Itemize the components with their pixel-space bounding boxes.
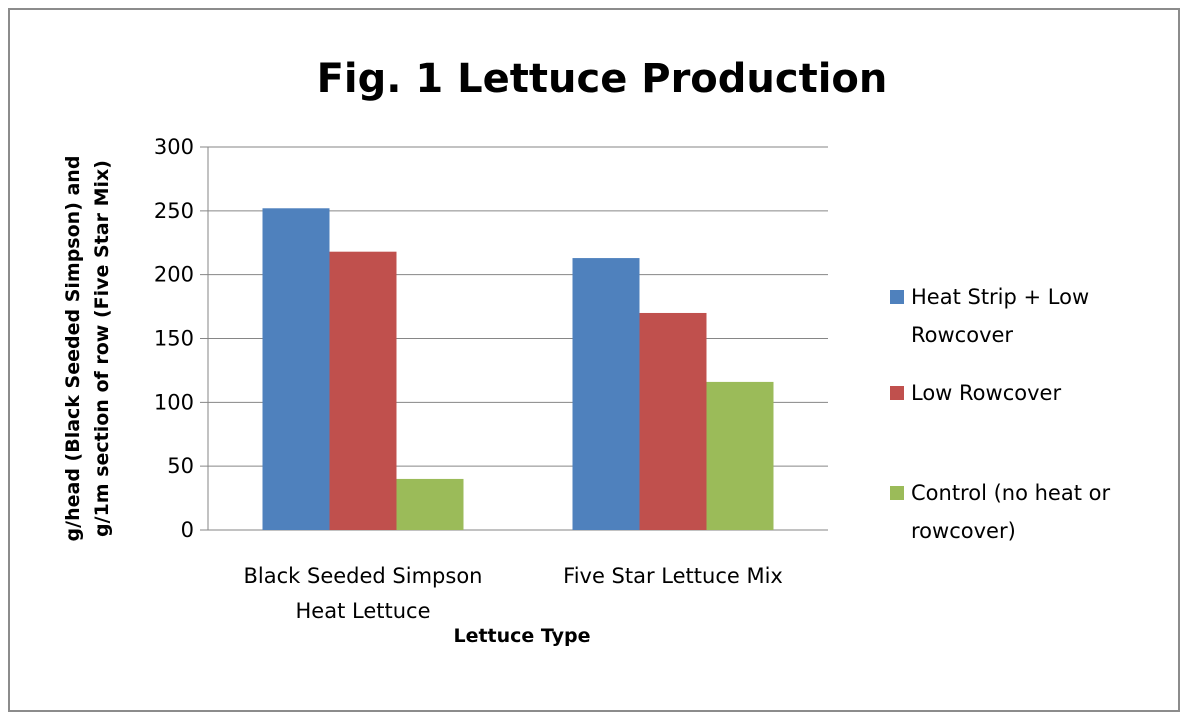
bar xyxy=(639,312,707,530)
bar xyxy=(572,258,640,530)
legend-label: Control (no heat or xyxy=(911,481,1110,505)
legend-label: rowcover) xyxy=(911,519,1016,543)
legend-label: Rowcover xyxy=(911,323,1013,347)
legend-swatch xyxy=(890,290,904,304)
legend-swatch xyxy=(890,486,904,500)
legend-label: Low Rowcover xyxy=(911,381,1061,405)
bar xyxy=(396,478,464,530)
legend-swatch xyxy=(890,386,904,400)
y-tick-label: 50 xyxy=(167,454,194,478)
y-tick-label: 0 xyxy=(181,518,194,542)
bar xyxy=(262,208,330,530)
category-label: Black Seeded Simpson xyxy=(244,564,483,588)
y-tick-label: 250 xyxy=(154,199,194,223)
bar xyxy=(706,381,774,530)
y-tick-label: 150 xyxy=(154,327,194,351)
y-axis-title: g/head (Black Seeded Simpson) and g/1m se… xyxy=(62,156,113,542)
y-tick-label: 200 xyxy=(154,263,194,287)
x-axis-title: Lettuce Type xyxy=(453,625,590,647)
bar xyxy=(329,251,397,531)
legend-label: Heat Strip + Low xyxy=(911,285,1089,309)
y-axis-title-line: g/head (Black Seeded Simpson) and xyxy=(62,156,84,542)
y-axis-title-line: g/1m section of row (Five Star Mix) xyxy=(91,160,113,537)
category-label: Heat Lettuce xyxy=(296,599,431,623)
category-labels: Black Seeded Simpson Heat Lettuce Five Sta… xyxy=(244,564,783,623)
category-label: Five Star Lettuce Mix xyxy=(563,564,783,588)
y-tick-label: 100 xyxy=(154,390,194,414)
y-tick-label: 300 xyxy=(154,135,194,159)
chart-title: Fig. 1 Lettuce Production xyxy=(317,56,888,102)
bars xyxy=(262,208,774,531)
legend: Heat Strip + Low Rowcover Low Rowcover Cont… xyxy=(890,285,1110,543)
y-tick-labels: 0 50 100 150 200 250 300 xyxy=(154,135,194,542)
